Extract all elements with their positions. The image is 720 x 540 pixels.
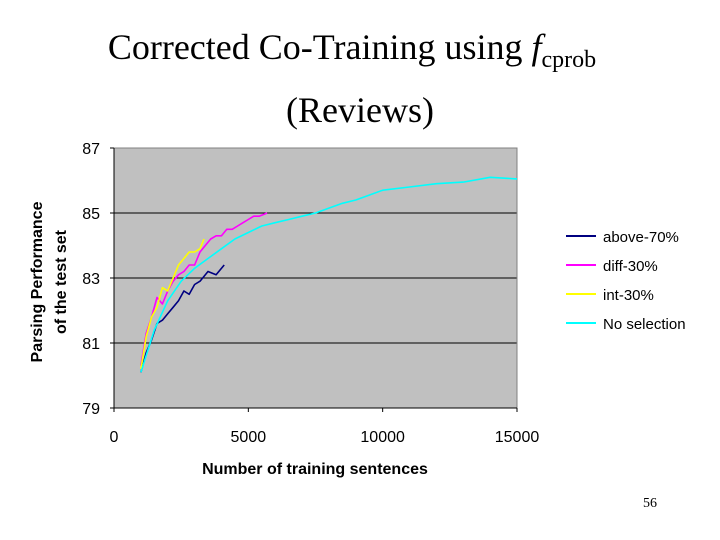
y-tick-label-79: 79 [82,401,100,418]
x-tick-label-0: 0 [110,429,119,446]
legend-label-4: No selection [603,316,686,333]
x-tick-label-5000: 5000 [231,429,267,446]
title-subscript: cprob [541,47,597,73]
title-line-2: (Reviews) [286,90,434,130]
series-line-3 [140,238,205,370]
x-axis-label: Number of training sentences [202,461,428,478]
slide-title: Corrected Co-Training using fcprob (Revi… [0,22,720,135]
y-tick-label-85: 85 [82,206,100,223]
series-line-4 [140,176,518,373]
title-prefix: Corrected Co-Training using [107,27,532,67]
y-axis-label-line-2: of the test set [53,229,70,334]
y-tick-labels: 79 81 83 85 87 [82,141,100,418]
title-line-1: Corrected Co-Training using fcprob [0,22,712,85]
legend: above-70% diff-30% int-30% No selection [566,229,686,333]
y-tick-label-81: 81 [82,336,100,353]
title-f-symbol: f [531,27,542,67]
page-number: 56 [643,496,657,511]
legend-label-3: int-30% [603,287,654,304]
axes [110,147,518,412]
series-lines [140,176,518,373]
y-axis-label-line-1: Parsing Performance [29,201,46,362]
y-tick-label-83: 83 [82,271,100,288]
x-tick-label-10000: 10000 [360,429,405,446]
series-line-2 [140,212,268,366]
y-tick-label-87: 87 [82,141,100,158]
x-tick-labels: 0 5000 10000 15000 [110,429,540,446]
x-tick-label-15000: 15000 [495,429,540,446]
legend-label-1: above-70% [603,229,679,246]
legend-label-2: diff-30% [603,258,658,275]
